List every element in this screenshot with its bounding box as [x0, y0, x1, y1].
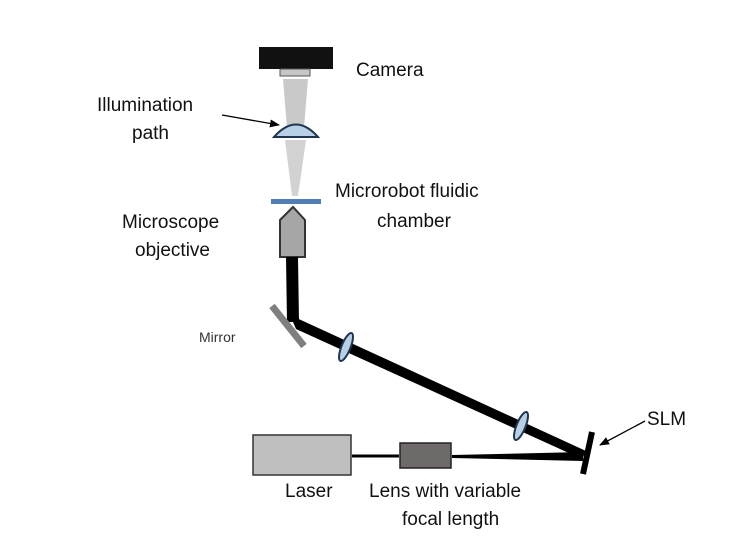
chamber-label-line1: Microrobot fluidic: [335, 181, 479, 202]
laser-label: Laser: [285, 481, 333, 502]
camera-sensor: [279, 68, 311, 77]
mirror: [269, 303, 307, 349]
objective-label-line2: objective: [135, 240, 210, 261]
laser-box: [252, 434, 352, 476]
slm: [580, 431, 595, 475]
illumination-lens: [271, 123, 321, 138]
illumination-pointer-arrow: [221, 114, 280, 128]
illumination-label-line2: path: [132, 123, 169, 144]
relay-lens-1: [338, 331, 354, 363]
objective-label-line1: Microscope: [122, 212, 219, 233]
beam-objective-to-mirror: [286, 256, 299, 323]
beam-mirror-to-slm: [290, 315, 586, 459]
slm-label: SLM: [647, 409, 686, 430]
illumination-beam-upper: [283, 79, 308, 128]
chamber-label-line2: chamber: [377, 211, 452, 232]
illumination-beam-lower: [285, 140, 306, 196]
illumination-label-line1: Illumination: [97, 95, 193, 116]
fluidic-chamber: [271, 199, 321, 204]
variable-focal-lens-box: [399, 442, 452, 469]
camera-body: [259, 47, 333, 69]
variable-lens-label-line2: focal length: [402, 509, 499, 530]
beam-lens-to-slm: [452, 452, 583, 461]
microscope-objective: [279, 205, 306, 258]
camera-label: Camera: [356, 60, 424, 81]
slm-pointer-arrow: [599, 420, 646, 446]
relay-lens-2: [513, 410, 529, 442]
mirror-label: Mirror: [199, 329, 236, 345]
variable-lens-label-line1: Lens with variable: [369, 481, 521, 502]
